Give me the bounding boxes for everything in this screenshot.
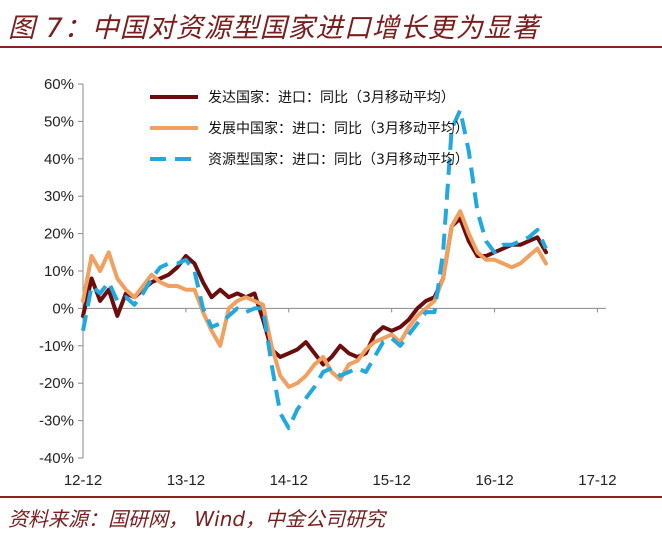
y-tick-label: -30% [39, 413, 74, 430]
x-tick-label: 17-12 [578, 472, 616, 489]
x-tick-label: 15-12 [372, 472, 410, 489]
page-title: 图 7：中国对资源型国家进口增长更为显著 [8, 13, 540, 44]
y-tick-label: 40% [44, 151, 74, 168]
legend-label-1: 发达国家：进口：同比（3月移动平均） [208, 89, 455, 106]
footer-divider [0, 496, 662, 498]
y-tick-label: -20% [39, 375, 74, 392]
legend-label-2: 发展中国家：进口：同比（3月移动平均） [208, 120, 469, 137]
x-tick-label: 14-12 [270, 472, 308, 489]
legend-label-3: 资源型国家：进口：同比（3月移动平均） [208, 151, 469, 168]
series-line-1 [81, 216, 548, 367]
source-note: 资料来源：国研网， Wind，中金公司研究 [8, 507, 386, 531]
x-tick-label: 12-12 [64, 472, 102, 489]
series-line-3 [81, 108, 548, 431]
y-tick-label: 30% [44, 188, 74, 205]
y-tick-label: 0% [52, 300, 74, 317]
y-tick-label: -10% [39, 338, 74, 355]
y-tick-label: 60% [44, 76, 74, 93]
x-tick-label: 13-12 [167, 472, 205, 489]
title-divider [0, 46, 662, 48]
x-tick-label: 16-12 [475, 472, 513, 489]
y-tick-label: -40% [39, 450, 74, 467]
y-tick-label: 20% [44, 226, 74, 243]
series-line-2 [81, 209, 548, 389]
y-tick-label: 10% [44, 263, 74, 280]
y-tick-label: 50% [44, 113, 74, 130]
